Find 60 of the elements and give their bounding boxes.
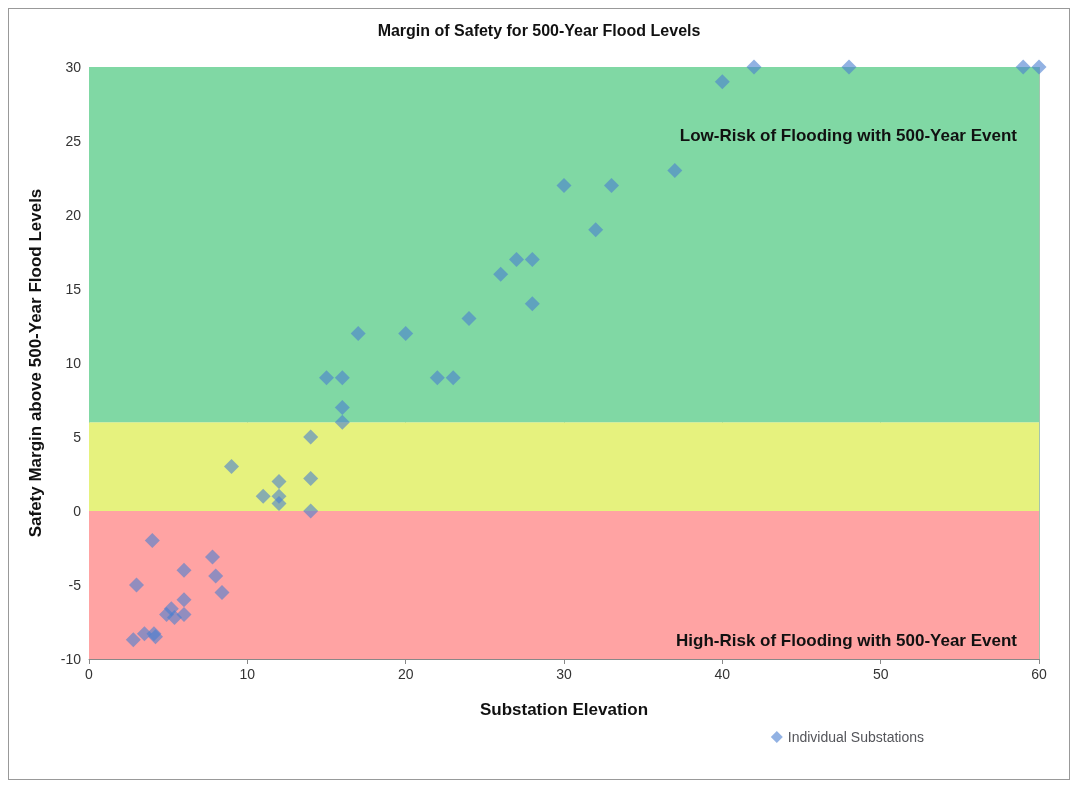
y-tick-label: 10 [65, 355, 82, 371]
point [334, 399, 350, 415]
x-tick-label: 0 [85, 666, 94, 682]
x-tick-label: 50 [872, 666, 889, 682]
x-tick-label: 10 [239, 666, 256, 682]
point [493, 266, 509, 282]
point [714, 74, 730, 90]
y-axis-title: Safety Margin above 500-Year Flood Levels [26, 188, 45, 538]
point [509, 251, 524, 267]
chart-title: Margin of Safety for 500-Year Flood Levels [377, 21, 701, 39]
point [1031, 59, 1047, 75]
point [334, 370, 350, 386]
point [398, 325, 414, 341]
point [224, 459, 239, 475]
band-label: Low-Risk of Flooding with 500-Year Event [679, 126, 1018, 145]
point [205, 549, 220, 565]
point [841, 59, 857, 75]
y-tick-label: 30 [65, 59, 82, 75]
legend-label: Individual Substations [787, 729, 924, 745]
point [271, 473, 287, 489]
point [125, 632, 141, 648]
point [461, 311, 477, 327]
point [524, 296, 540, 312]
x-tick-label: 40 [714, 666, 731, 682]
point [303, 503, 319, 519]
point [303, 429, 319, 445]
point [319, 370, 334, 386]
point [588, 222, 604, 238]
point [445, 370, 461, 386]
point [255, 488, 271, 504]
point [176, 562, 192, 578]
point [350, 325, 366, 341]
point [176, 592, 192, 608]
point [214, 584, 230, 600]
x-axis-title: Substation Elevation [479, 700, 649, 719]
x-tick-label: 60 [1031, 666, 1047, 682]
point [144, 533, 160, 549]
point [746, 59, 762, 75]
y-tick-label: -5 [68, 577, 82, 593]
y-tick-label: 15 [65, 281, 82, 297]
band-label: High-Risk of Flooding with 500-Year Event [676, 631, 1018, 650]
y-tick-label: 25 [65, 133, 82, 149]
point [334, 414, 350, 430]
point [604, 177, 619, 193]
point [271, 496, 287, 512]
point [129, 577, 144, 593]
x-tick-label: 30 [556, 666, 572, 682]
point [208, 568, 224, 584]
point [556, 177, 572, 193]
point [524, 251, 540, 267]
y-tick-label: -10 [60, 651, 82, 667]
point [1015, 59, 1031, 75]
y-tick-label: 0 [73, 503, 82, 519]
x-tick-label: 20 [397, 666, 414, 682]
point [303, 470, 319, 486]
point [429, 370, 445, 386]
y-tick-label: 20 [65, 207, 82, 223]
point [176, 607, 192, 623]
point [667, 163, 683, 179]
y-tick-label: 5 [73, 429, 82, 445]
